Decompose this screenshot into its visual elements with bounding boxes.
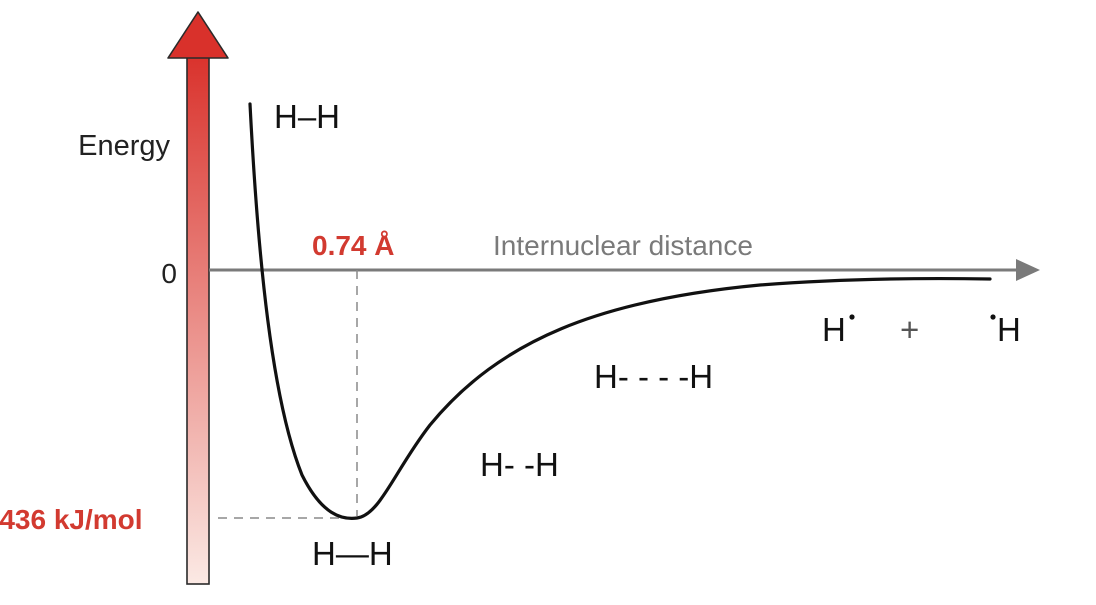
equilibrium-species-label: H—H — [312, 535, 393, 572]
repulsive-species-label: H–H — [274, 98, 340, 135]
energy-zero-label: 0 — [161, 258, 177, 289]
separated-atom-left: H — [822, 311, 846, 348]
partial-bond-far-label: H- - - -H — [594, 358, 713, 395]
energy-axis-bar — [186, 51, 210, 585]
potential-energy-curve — [248, 102, 992, 520]
radical-dot-right-icon — [990, 314, 996, 320]
separated-atom-right: H — [997, 311, 1021, 348]
distance-axis-label: Internuclear distance — [493, 230, 753, 261]
energy-axis-label: Energy — [78, 130, 170, 162]
radical-dot-left-icon — [849, 314, 855, 320]
partial-bond-close-label: H- -H — [480, 446, 559, 483]
energy-axis-arrowhead — [167, 11, 229, 59]
bond-length-label: 0.74 Å — [312, 230, 395, 261]
bond-energy-label: -436 kJ/mol — [0, 504, 143, 535]
distance-axis-arrowhead — [1016, 259, 1040, 281]
separated-atoms-plus: + — [900, 311, 919, 348]
